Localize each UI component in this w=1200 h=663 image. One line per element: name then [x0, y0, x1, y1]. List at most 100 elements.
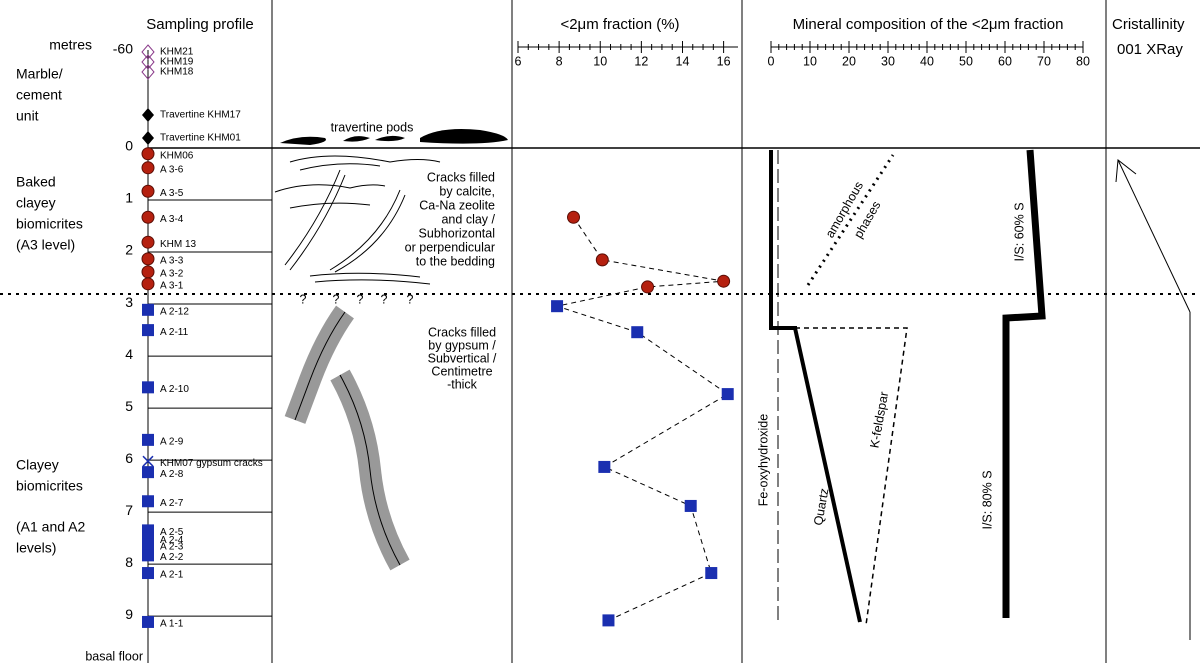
fraction-point	[596, 254, 608, 266]
depth-tick-label: 0	[125, 138, 133, 154]
depth-tick-label: 3	[125, 294, 133, 310]
sample-symbol	[142, 211, 154, 223]
depth-tick-label: 9	[125, 606, 133, 622]
question-mark: ?	[381, 292, 388, 306]
x-tick-label: 20	[842, 54, 856, 68]
depth-label: -60	[113, 41, 133, 57]
question-mark: ?	[333, 292, 340, 306]
sample-label: A 2-10	[160, 384, 189, 395]
column-title: Cristallinity	[1112, 16, 1185, 33]
sample-symbol	[142, 162, 154, 174]
unit-name: Clayey	[16, 457, 59, 473]
sample-label: A 2-3	[160, 542, 184, 553]
cristallinity-arrow	[1116, 160, 1190, 640]
x-tick-label: 12	[634, 54, 648, 68]
sample-symbol	[142, 108, 154, 122]
x-tick-label: 30	[881, 54, 895, 68]
fraction-point	[718, 275, 730, 287]
fraction-point	[685, 500, 697, 512]
fraction-point	[568, 211, 580, 223]
annotation: Centimetre	[431, 364, 492, 378]
x-tick-label: 80	[1076, 54, 1090, 68]
sample-label: A 3-1	[160, 280, 184, 291]
mineral-label: Fe-oxyhydroxide	[756, 414, 770, 506]
sample-label: Travertine KHM01	[160, 133, 241, 144]
unit-name: (A3 level)	[16, 237, 75, 253]
depth-tick-label: 4	[125, 346, 133, 362]
depth-tick-label: 7	[125, 502, 133, 518]
sample-symbol	[142, 434, 154, 446]
figure: Sampling profilemetres<2μm fraction (%)M…	[0, 0, 1200, 663]
annotation: Ca-Na zeolite	[419, 198, 495, 212]
depth-tick-label: 6	[125, 450, 133, 466]
depth-tick-label: 2	[125, 242, 133, 258]
depth-tick-label: 1	[125, 190, 133, 206]
annotation: Cracks filled	[428, 325, 496, 339]
sample-label: KHM 13	[160, 239, 197, 250]
depth-tick-label: 5	[125, 398, 133, 414]
sample-symbol	[142, 236, 154, 248]
column-title: 001 XRay	[1117, 41, 1183, 58]
sample-label: A 2-9	[160, 437, 184, 448]
sample-symbol	[142, 616, 154, 628]
sample-label: A 3-5	[160, 188, 184, 199]
unit-name: cement	[16, 87, 62, 103]
sample-label: A 2-7	[160, 498, 184, 509]
sample-symbol	[142, 148, 154, 160]
sample-label: Travertine KHM17	[160, 110, 241, 121]
x-tick-label: 8	[556, 54, 563, 68]
sample-symbol	[142, 266, 154, 278]
sample-symbol	[142, 185, 154, 197]
sample-label: A 2-12	[160, 306, 189, 317]
column-title: <2μm fraction (%)	[560, 16, 679, 33]
unit-name: Baked	[16, 174, 56, 190]
x-tick-label: 70	[1037, 54, 1051, 68]
fraction-line	[557, 217, 728, 620]
fraction-point	[642, 281, 654, 293]
annotation: or perpendicular	[405, 240, 495, 254]
fraction-point	[598, 461, 610, 473]
annotation: Subvertical /	[428, 351, 497, 365]
x-tick-label: 10	[593, 54, 607, 68]
annotation: and clay /	[441, 212, 495, 226]
mineral-label: K-feldspar	[867, 391, 891, 450]
mineral-label: phases	[851, 199, 883, 241]
sample-label: A 2-11	[160, 327, 189, 338]
annotation: by gypsum /	[428, 338, 496, 352]
x-tick-label: 60	[998, 54, 1012, 68]
annotation: by calcite,	[439, 184, 495, 198]
sample-symbol	[142, 495, 154, 507]
sample-label: KHM07 gypsum cracks	[160, 458, 263, 469]
x-tick-label: 16	[717, 54, 731, 68]
sample-label: A 3-4	[160, 214, 184, 225]
sample-symbol	[142, 539, 154, 551]
sample-label: KHM06	[160, 150, 194, 161]
sample-symbol	[142, 131, 154, 145]
gypsum-cracks	[295, 312, 400, 565]
mineral-label: Quartz	[811, 487, 831, 526]
sample-label: A 3-2	[160, 268, 184, 279]
x-tick-label: 0	[768, 54, 775, 68]
annotation: to the bedding	[416, 254, 495, 268]
sample-label: A 3-6	[160, 164, 184, 175]
mineral-label: I/S: 80% S	[980, 470, 994, 529]
x-tick-label: 50	[959, 54, 973, 68]
x-tick-label: 6	[515, 54, 522, 68]
sample-label: KHM18	[160, 67, 194, 78]
sample-label: A 1-1	[160, 619, 184, 630]
sample-symbol	[142, 381, 154, 393]
fraction-point	[722, 388, 734, 400]
sample-symbol	[142, 278, 154, 290]
sample-symbol	[142, 549, 154, 561]
fraction-point	[551, 300, 563, 312]
fraction-point	[705, 567, 717, 579]
unit-name: clayey	[16, 195, 56, 211]
sample-symbol	[142, 324, 154, 336]
mineral-label: I/S: 60% S	[1012, 202, 1026, 261]
question-mark: ?	[407, 292, 414, 306]
unit-name: biomicrites	[16, 478, 83, 494]
unit-name: levels)	[16, 540, 56, 556]
unit-name: Marble/	[16, 66, 63, 82]
fraction-point	[631, 326, 643, 338]
mineral-lines	[771, 150, 1042, 625]
